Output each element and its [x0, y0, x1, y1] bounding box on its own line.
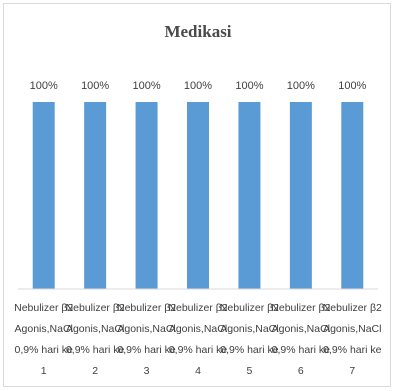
- category-label-line: 4: [195, 365, 201, 377]
- data-labels-group: 100% 100% 100% 100% 100% 100% 100%: [30, 80, 367, 92]
- bar-7: [341, 102, 364, 289]
- category-label-line: 0,9% hari ke: [323, 344, 382, 356]
- category-label-4: Nebulizer β2 Agonis,NaCl 0,9% hari ke 4: [168, 302, 227, 377]
- category-label-line: 0,9% hari ke: [272, 344, 331, 356]
- bar-1: [32, 102, 55, 289]
- category-label-line: Agonis,NaCl: [272, 323, 330, 335]
- category-label-line: 0,9% hari ke: [220, 344, 279, 356]
- category-label-line: 5: [247, 365, 253, 377]
- data-label-1: 100%: [30, 80, 58, 92]
- data-label-2: 100%: [81, 80, 109, 92]
- category-label-line: Nebulizer β2: [117, 302, 176, 314]
- category-labels-group: Nebulizer β2 Agonis,NaCl 0,9% hari ke 1Nebu…: [14, 302, 382, 377]
- data-label-6: 100%: [287, 80, 315, 92]
- category-label-line: 3: [144, 365, 150, 377]
- bar-5: [238, 102, 261, 289]
- category-label-line: Nebulizer β2: [66, 302, 125, 314]
- category-label-line: Nebulizer β2: [220, 302, 279, 314]
- category-label-1: Nebulizer β2 Agonis,NaCl 0,9% hari ke 1: [14, 302, 73, 377]
- category-label-5: Nebulizer β2 Agonis,NaCl 0,9% hari ke 5: [220, 302, 279, 377]
- category-label-line: Nebulizer β2: [168, 302, 227, 314]
- category-label-line: 0,9% hari ke: [15, 344, 74, 356]
- category-label-line: Agonis,NaCl: [169, 323, 227, 335]
- category-label-line: Nebulizer β2: [14, 302, 73, 314]
- data-label-3: 100%: [133, 80, 161, 92]
- category-label-3: Nebulizer β2 Agonis,NaCl 0,9% hari ke 3: [117, 302, 176, 377]
- category-label-line: 2: [92, 365, 98, 377]
- category-label-2: Nebulizer β2 Agonis,NaCl 0,9% hari ke 2: [66, 302, 125, 377]
- data-label-7: 100%: [338, 80, 366, 92]
- category-label-line: Agonis,NaCl: [66, 323, 124, 335]
- data-label-4: 100%: [184, 80, 212, 92]
- category-label-7: Nebulizer β2 Agonis,NaCl 0,9% hari ke 7: [323, 302, 382, 377]
- category-label-line: Agonis,NaCl: [220, 323, 278, 335]
- category-label-line: 6: [298, 365, 304, 377]
- bar-4: [187, 102, 209, 289]
- bar-2: [84, 102, 107, 289]
- bar-chart: Medikasi 100% 100% 100% 100% 100% 100% 100% Ne…: [14, 22, 382, 377]
- category-label-line: Nebulizer β2: [271, 302, 330, 314]
- bar-3: [135, 102, 158, 289]
- category-label-6: Nebulizer β2 Agonis,NaCl 0,9% hari ke 6: [271, 302, 330, 377]
- data-label-5: 100%: [235, 80, 263, 92]
- category-label-line: 0,9% hari ke: [169, 344, 228, 356]
- category-label-line: 0,9% hari ke: [117, 344, 176, 356]
- category-label-line: Agonis,NaCl: [117, 323, 175, 335]
- chart-title: Medikasi: [164, 22, 231, 41]
- category-label-line: Agonis,NaCl: [15, 323, 73, 335]
- category-label-line: 1: [41, 365, 47, 377]
- category-label-line: 7: [349, 365, 355, 377]
- bars-group: [32, 102, 364, 289]
- bar-6: [289, 102, 312, 289]
- category-label-line: Agonis,NaCl: [323, 323, 381, 335]
- chart-container: Medikasi 100% 100% 100% 100% 100% 100% 100% Ne…: [3, 3, 391, 387]
- category-label-line: 0,9% hari ke: [66, 344, 125, 356]
- category-label-line: Nebulizer β2: [323, 302, 382, 314]
